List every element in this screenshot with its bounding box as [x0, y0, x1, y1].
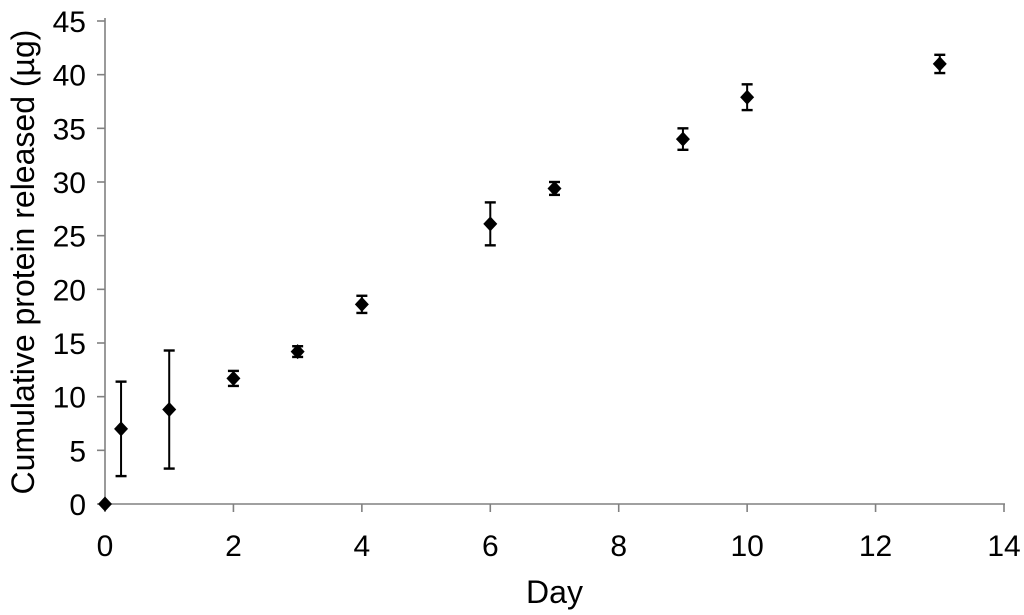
- data-point-marker: [932, 56, 947, 72]
- y-tick-label: 20: [53, 274, 86, 307]
- x-tick-label: 14: [987, 530, 1020, 563]
- y-tick-label: 45: [53, 6, 86, 39]
- y-tick-label: 25: [53, 221, 86, 254]
- y-tick-label: 35: [53, 113, 86, 146]
- data-point-marker: [675, 131, 690, 147]
- y-tick-label: 30: [53, 167, 86, 200]
- x-tick-label: 8: [610, 530, 627, 563]
- data-point-marker: [740, 89, 755, 105]
- x-tick-label: 4: [354, 530, 371, 563]
- data-point-marker: [162, 402, 177, 418]
- x-tick-label: 2: [225, 530, 242, 563]
- y-tick-label: 0: [69, 489, 86, 522]
- y-tick-label: 10: [53, 382, 86, 415]
- x-tick-label: 6: [482, 530, 499, 563]
- data-point-marker: [547, 180, 562, 196]
- y-tick-label: 15: [53, 328, 86, 361]
- y-tick-label: 5: [69, 435, 86, 468]
- x-tick-label: 10: [730, 530, 763, 563]
- data-point-marker: [98, 496, 112, 512]
- data-point-marker: [483, 216, 498, 232]
- x-tick-label: 0: [97, 530, 114, 563]
- data-point-marker: [290, 344, 305, 360]
- data-point-marker: [114, 421, 129, 437]
- data-point-marker: [354, 296, 369, 312]
- data-point-marker: [226, 370, 241, 386]
- x-tick-label: 12: [859, 530, 892, 563]
- y-axis-title: Cumulative protein released (µg): [5, 29, 41, 495]
- y-tick-label: 40: [53, 60, 86, 93]
- x-axis-title: Day: [526, 574, 583, 610]
